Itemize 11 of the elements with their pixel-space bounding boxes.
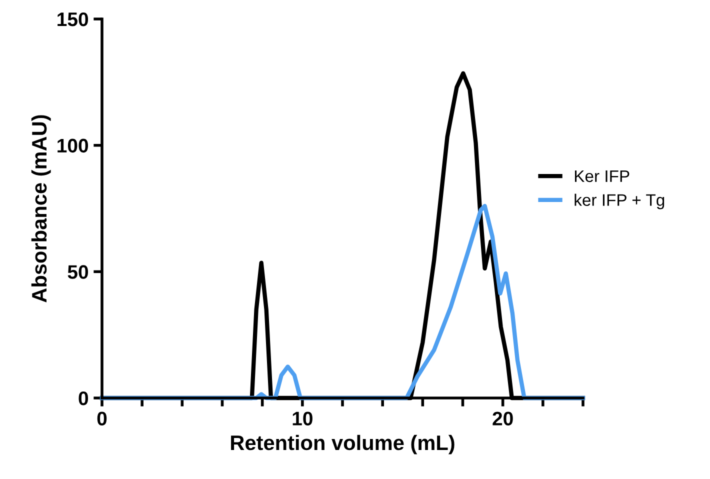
legend-label: Ker IFP: [574, 170, 630, 182]
x-tick-label: 20: [492, 412, 513, 426]
legend-label: ker IFP + Tg: [574, 194, 664, 210]
x-axis-title: Retention volume (mL): [231, 434, 454, 454]
y-tick-label: 0: [78, 391, 88, 406]
x-tick-label: 10: [292, 412, 312, 426]
y-tick-label: 50: [68, 265, 88, 279]
x-tick-label: 0: [97, 412, 107, 426]
y-axis-title: Absorbance (mAU): [31, 115, 51, 302]
y-tick-label: 150: [58, 12, 88, 26]
y-tick-label: 100: [58, 138, 88, 153]
